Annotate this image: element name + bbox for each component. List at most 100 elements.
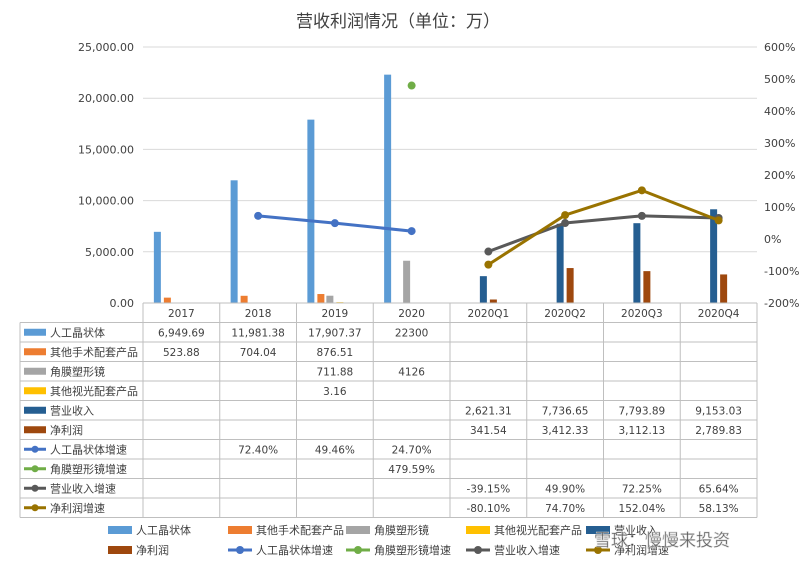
y-right-tick-label: 300%: [764, 137, 795, 150]
y-left-tick-label: 20,000.00: [78, 92, 134, 105]
legend-swatch: [586, 526, 610, 534]
table-legend-swatch: [24, 367, 46, 375]
bar-2020Q4: [710, 209, 718, 303]
table-legend-swatch: [24, 328, 46, 336]
line-point: [561, 211, 570, 220]
y-left-tick-label: 10,000.00: [78, 195, 134, 208]
table-row-label: 营业收入: [50, 403, 94, 417]
legend-label: 角膜塑形镜增速: [374, 543, 451, 557]
data-label: 3.16: [323, 386, 347, 398]
legend-label: 角膜塑形镜: [374, 523, 429, 537]
legend-label: 净利润增速: [614, 543, 669, 557]
line-marks: [254, 81, 723, 269]
table-legend-marker: [31, 484, 39, 492]
legend-label: 人工晶状体增速: [256, 543, 333, 557]
y-right-tick-label: 200%: [764, 169, 795, 182]
legend-label: 其他视光配套产品: [494, 523, 582, 537]
data-label: 65.64%: [699, 483, 739, 495]
bar-2019: [326, 295, 334, 303]
line-point: [484, 247, 493, 256]
data-label: 74.70%: [545, 503, 585, 515]
data-label: 49.46%: [315, 444, 355, 456]
x-tick-label: 2020Q1: [468, 308, 510, 320]
data-label: 72.25%: [622, 483, 662, 495]
legend-label: 营业收入: [614, 523, 658, 537]
table-legend-marker: [31, 465, 39, 473]
bar-2019: [317, 294, 325, 303]
line-point: [714, 216, 723, 225]
data-table: 2017 2018 2019 2020 2020Q1 2020Q2 2020Q3 2020Q4…: [19, 302, 758, 518]
table-legend-marker: [31, 445, 39, 453]
table-row-label: 人工晶状体增速: [50, 442, 127, 456]
data-label: 876.51: [317, 347, 354, 359]
y-right-tick-label: -100%: [764, 265, 799, 278]
legend-swatch: [346, 526, 370, 534]
data-label: 7,736.65: [542, 405, 589, 417]
y-right-tick-label: 400%: [764, 105, 795, 118]
data-label: -80.10%: [466, 503, 510, 515]
line-营业收入增速: [487, 214, 719, 253]
y-left-tick-label: 25,000.00: [78, 41, 134, 54]
x-tick-label: 2017: [168, 308, 195, 320]
data-label: 11,981.38: [231, 327, 284, 339]
data-label: 24.70%: [392, 444, 432, 456]
y-right-tick-label: -200%: [764, 297, 799, 310]
data-label: 9,153.03: [695, 405, 742, 417]
y-right-tick-label: 100%: [764, 201, 795, 214]
bar-2020Q1: [479, 276, 487, 303]
data-label: -39.15%: [466, 483, 510, 495]
bar-2017: [163, 297, 171, 303]
data-label: 72.40%: [238, 444, 278, 456]
table-row-label: 其他手术配套产品: [50, 345, 138, 359]
table-legend-swatch: [24, 348, 46, 356]
chart-title: 营收利润情况（单位：万）: [296, 12, 500, 32]
legend-swatch: [466, 526, 490, 534]
legend-swatch: [108, 546, 132, 554]
data-label: 6,949.69: [158, 327, 205, 339]
bar-2018: [240, 295, 248, 303]
legend-label: 营业收入增速: [494, 543, 560, 557]
table-row-label: 营业收入增速: [50, 481, 116, 495]
bar-2020Q3: [633, 223, 641, 303]
line-point: [407, 81, 416, 90]
line-point: [637, 186, 646, 195]
data-label: 7,793.89: [618, 405, 665, 417]
legend-marker: [474, 546, 482, 554]
data-label: 4126: [398, 366, 425, 378]
table-row-label: 其他视光配套产品: [50, 384, 138, 398]
line-point: [254, 211, 263, 220]
legend-marker: [354, 546, 362, 554]
bar-2018: [230, 180, 238, 303]
x-tick-label: 2020Q4: [698, 308, 740, 320]
line-point: [407, 227, 416, 236]
data-label: 704.04: [240, 347, 277, 359]
x-tick-label: 2020: [398, 308, 425, 320]
table-row-label: 净利润: [50, 423, 83, 437]
x-tick-label: 2020Q2: [544, 308, 586, 320]
legend-label: 其他手术配套产品: [256, 523, 344, 537]
line-净利润增速: [487, 188, 720, 266]
table-legend-swatch: [24, 387, 46, 395]
data-label: 479.59%: [388, 464, 435, 476]
bar-marks: [153, 74, 728, 303]
table-row-label: 净利润增速: [50, 501, 105, 515]
table-row-label: 人工晶状体: [50, 325, 105, 339]
bar-2019: [307, 119, 315, 303]
bar-2020Q4: [720, 274, 728, 303]
legend-swatch: [228, 526, 252, 534]
x-tick-label: 2019: [322, 308, 349, 320]
table-legend-swatch: [24, 426, 46, 434]
y-right-tick-label: 600%: [764, 41, 795, 54]
y-left-tick-label: 0.00: [110, 297, 135, 310]
line-point: [637, 211, 646, 220]
line-point: [561, 219, 570, 228]
bar-2017: [153, 231, 161, 303]
x-tick-label: 2020Q3: [621, 308, 663, 320]
watermark-text: 雪球：慢慢来投资: [594, 530, 730, 551]
table-legend-swatch: [24, 406, 46, 414]
table-row-label: 角膜塑形镜: [50, 364, 105, 378]
line-point: [484, 260, 493, 269]
data-label: 22300: [395, 327, 428, 339]
